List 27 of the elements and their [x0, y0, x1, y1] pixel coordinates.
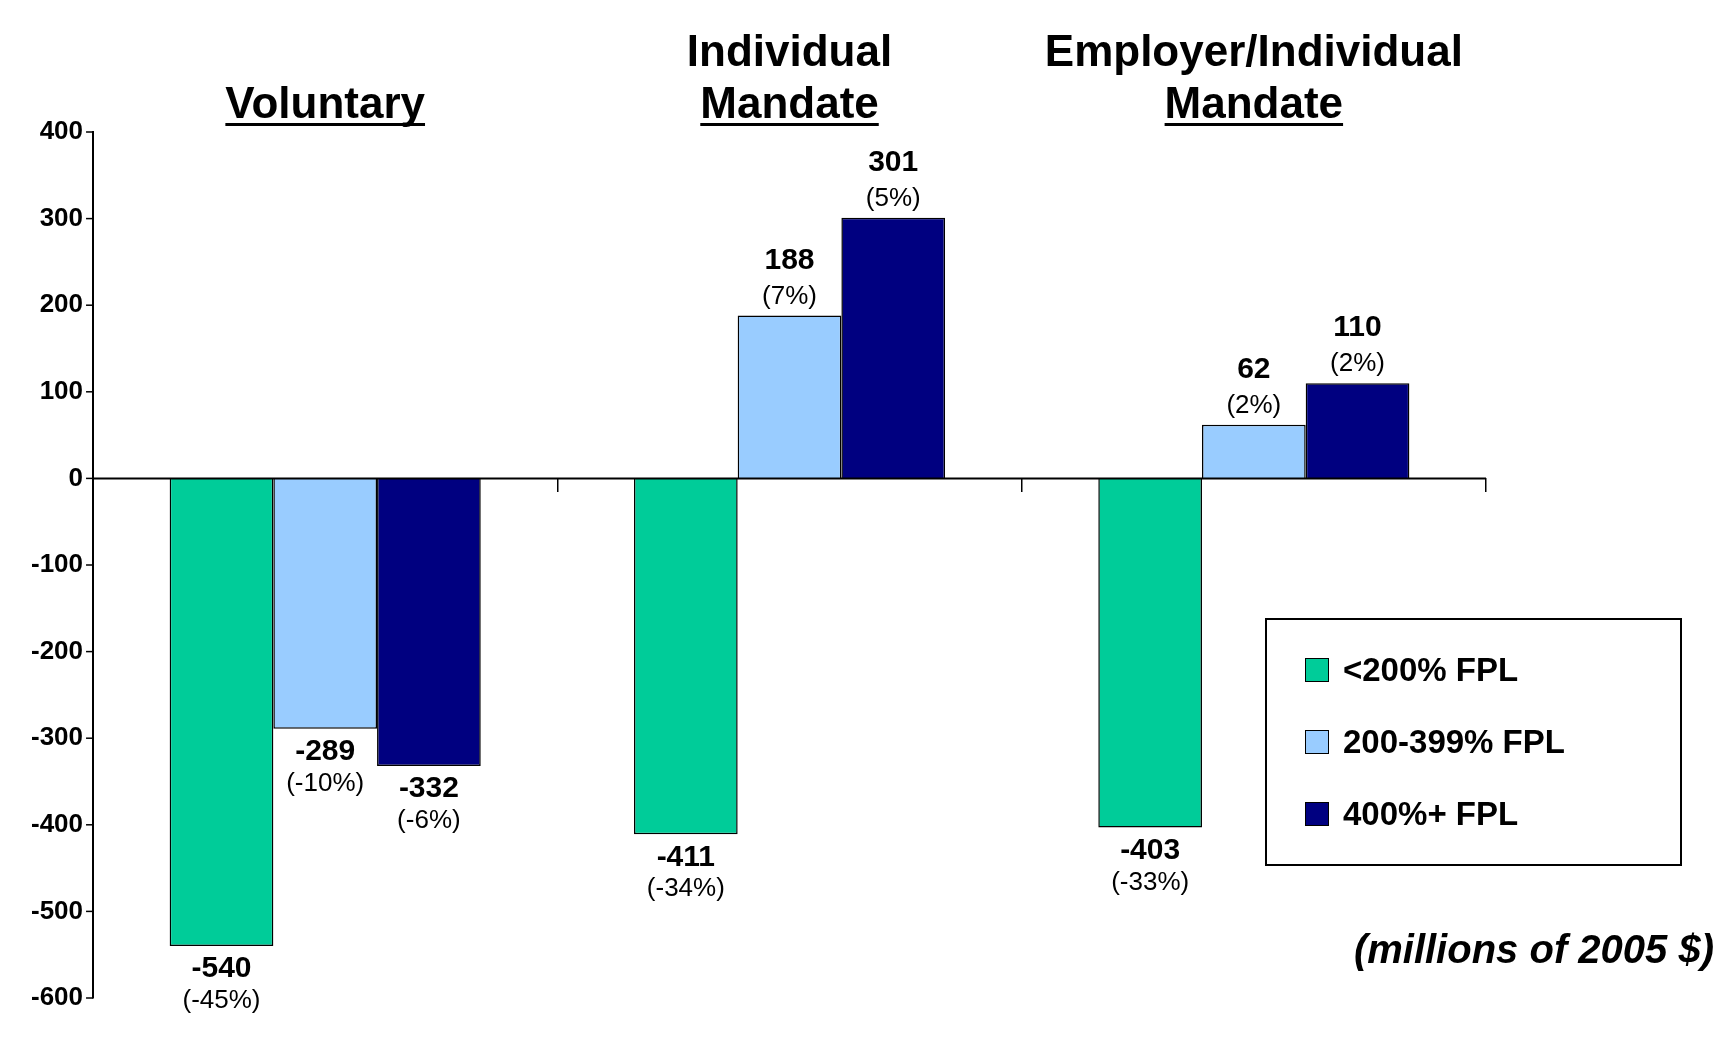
legend-label: 200-399% FPL	[1343, 723, 1565, 761]
y-tick-label: 300	[39, 201, 84, 232]
y-tick-label: 0	[68, 461, 84, 492]
y-tick-label: 200	[39, 288, 84, 319]
data-label: 62 (2%)	[1226, 350, 1282, 419]
y-tick-label: -200	[30, 634, 84, 665]
y-tick-label: 400	[39, 115, 84, 146]
y-tick-label: -500	[30, 894, 84, 925]
data-label: 301 (5%)	[865, 144, 921, 212]
data-label: -403 (-33%)	[1111, 831, 1190, 896]
x-tick-label: Employer/Individual Mandate	[1044, 26, 1463, 127]
legend-label: <200% FPL	[1343, 651, 1519, 689]
annotation: (millions of 2005 $)	[1353, 927, 1714, 971]
y-tick-label: -300	[30, 721, 84, 752]
x-tick-label: Voluntary	[225, 78, 426, 127]
legend-label: 400%+ FPL	[1343, 795, 1519, 833]
y-tick-label: 100	[39, 374, 84, 405]
data-label: -289 (-10%)	[286, 732, 365, 797]
data-label: 110 (2%)	[1330, 309, 1385, 378]
y-tick-label: -100	[30, 548, 84, 579]
x-tick-label: Individual Mandate	[686, 26, 893, 127]
data-label: 188 (7%)	[762, 241, 817, 310]
data-label: -332 (-6%)	[397, 770, 461, 835]
y-tick-label: -400	[30, 807, 84, 838]
data-label: -540 (-45%)	[182, 950, 261, 1015]
data-label: -411 (-34%)	[646, 838, 725, 903]
y-tick-label: -600	[30, 981, 84, 1012]
